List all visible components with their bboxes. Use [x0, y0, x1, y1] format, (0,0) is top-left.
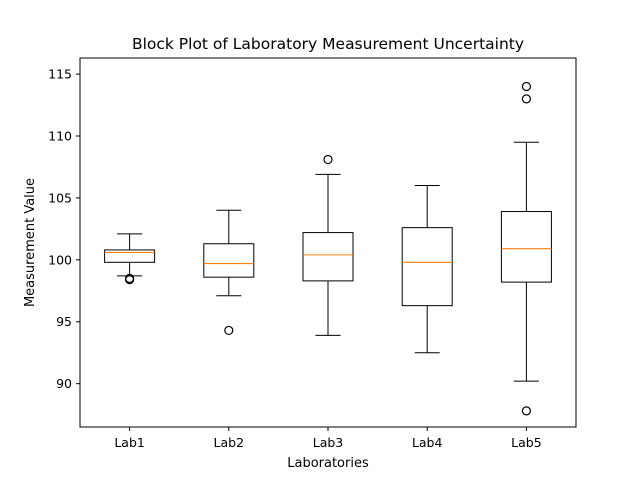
box-iqr — [500, 211, 552, 283]
y-tick-label: 115 — [48, 67, 72, 82]
outlier-point — [521, 81, 532, 92]
x-tick-label: Lab3 — [313, 435, 344, 450]
y-tick-label: 100 — [48, 252, 72, 267]
box-group-lab3 — [302, 154, 354, 336]
box-group-lab2 — [203, 209, 255, 336]
plot-area — [104, 81, 552, 416]
y-tick-label: 90 — [56, 376, 72, 391]
box-group-lab5 — [500, 81, 552, 416]
y-tick-label: 105 — [48, 190, 72, 205]
box-group-lab1 — [104, 233, 156, 285]
y-axis-label: Measurement Value — [23, 178, 38, 307]
outlier-point — [125, 273, 135, 284]
x-tick-label: Lab1 — [114, 435, 145, 450]
axis-ticks: Lab1 Lab2 Lab3 Lab4 Lab5 90 95 100 105 110 115 — [48, 67, 542, 450]
box-iqr — [302, 232, 354, 282]
outlier-point — [323, 154, 333, 165]
x-tick-label: Lab2 — [214, 435, 245, 450]
outlier-point — [224, 325, 234, 336]
chart-title: Block Plot of Laboratory Measurement Unc… — [132, 35, 524, 53]
y-tick-label: 110 — [48, 129, 72, 144]
box-iqr — [104, 249, 156, 263]
x-axis-label: Laboratories — [287, 456, 369, 471]
box-group-lab4 — [401, 185, 453, 354]
box-iqr — [401, 227, 453, 307]
box-iqr — [203, 243, 255, 278]
x-tick-label: Lab4 — [412, 435, 443, 450]
x-tick-label: Lab5 — [511, 435, 542, 450]
outlier-point — [521, 94, 532, 104]
outlier-point — [521, 406, 532, 416]
y-tick-label: 95 — [56, 314, 72, 329]
